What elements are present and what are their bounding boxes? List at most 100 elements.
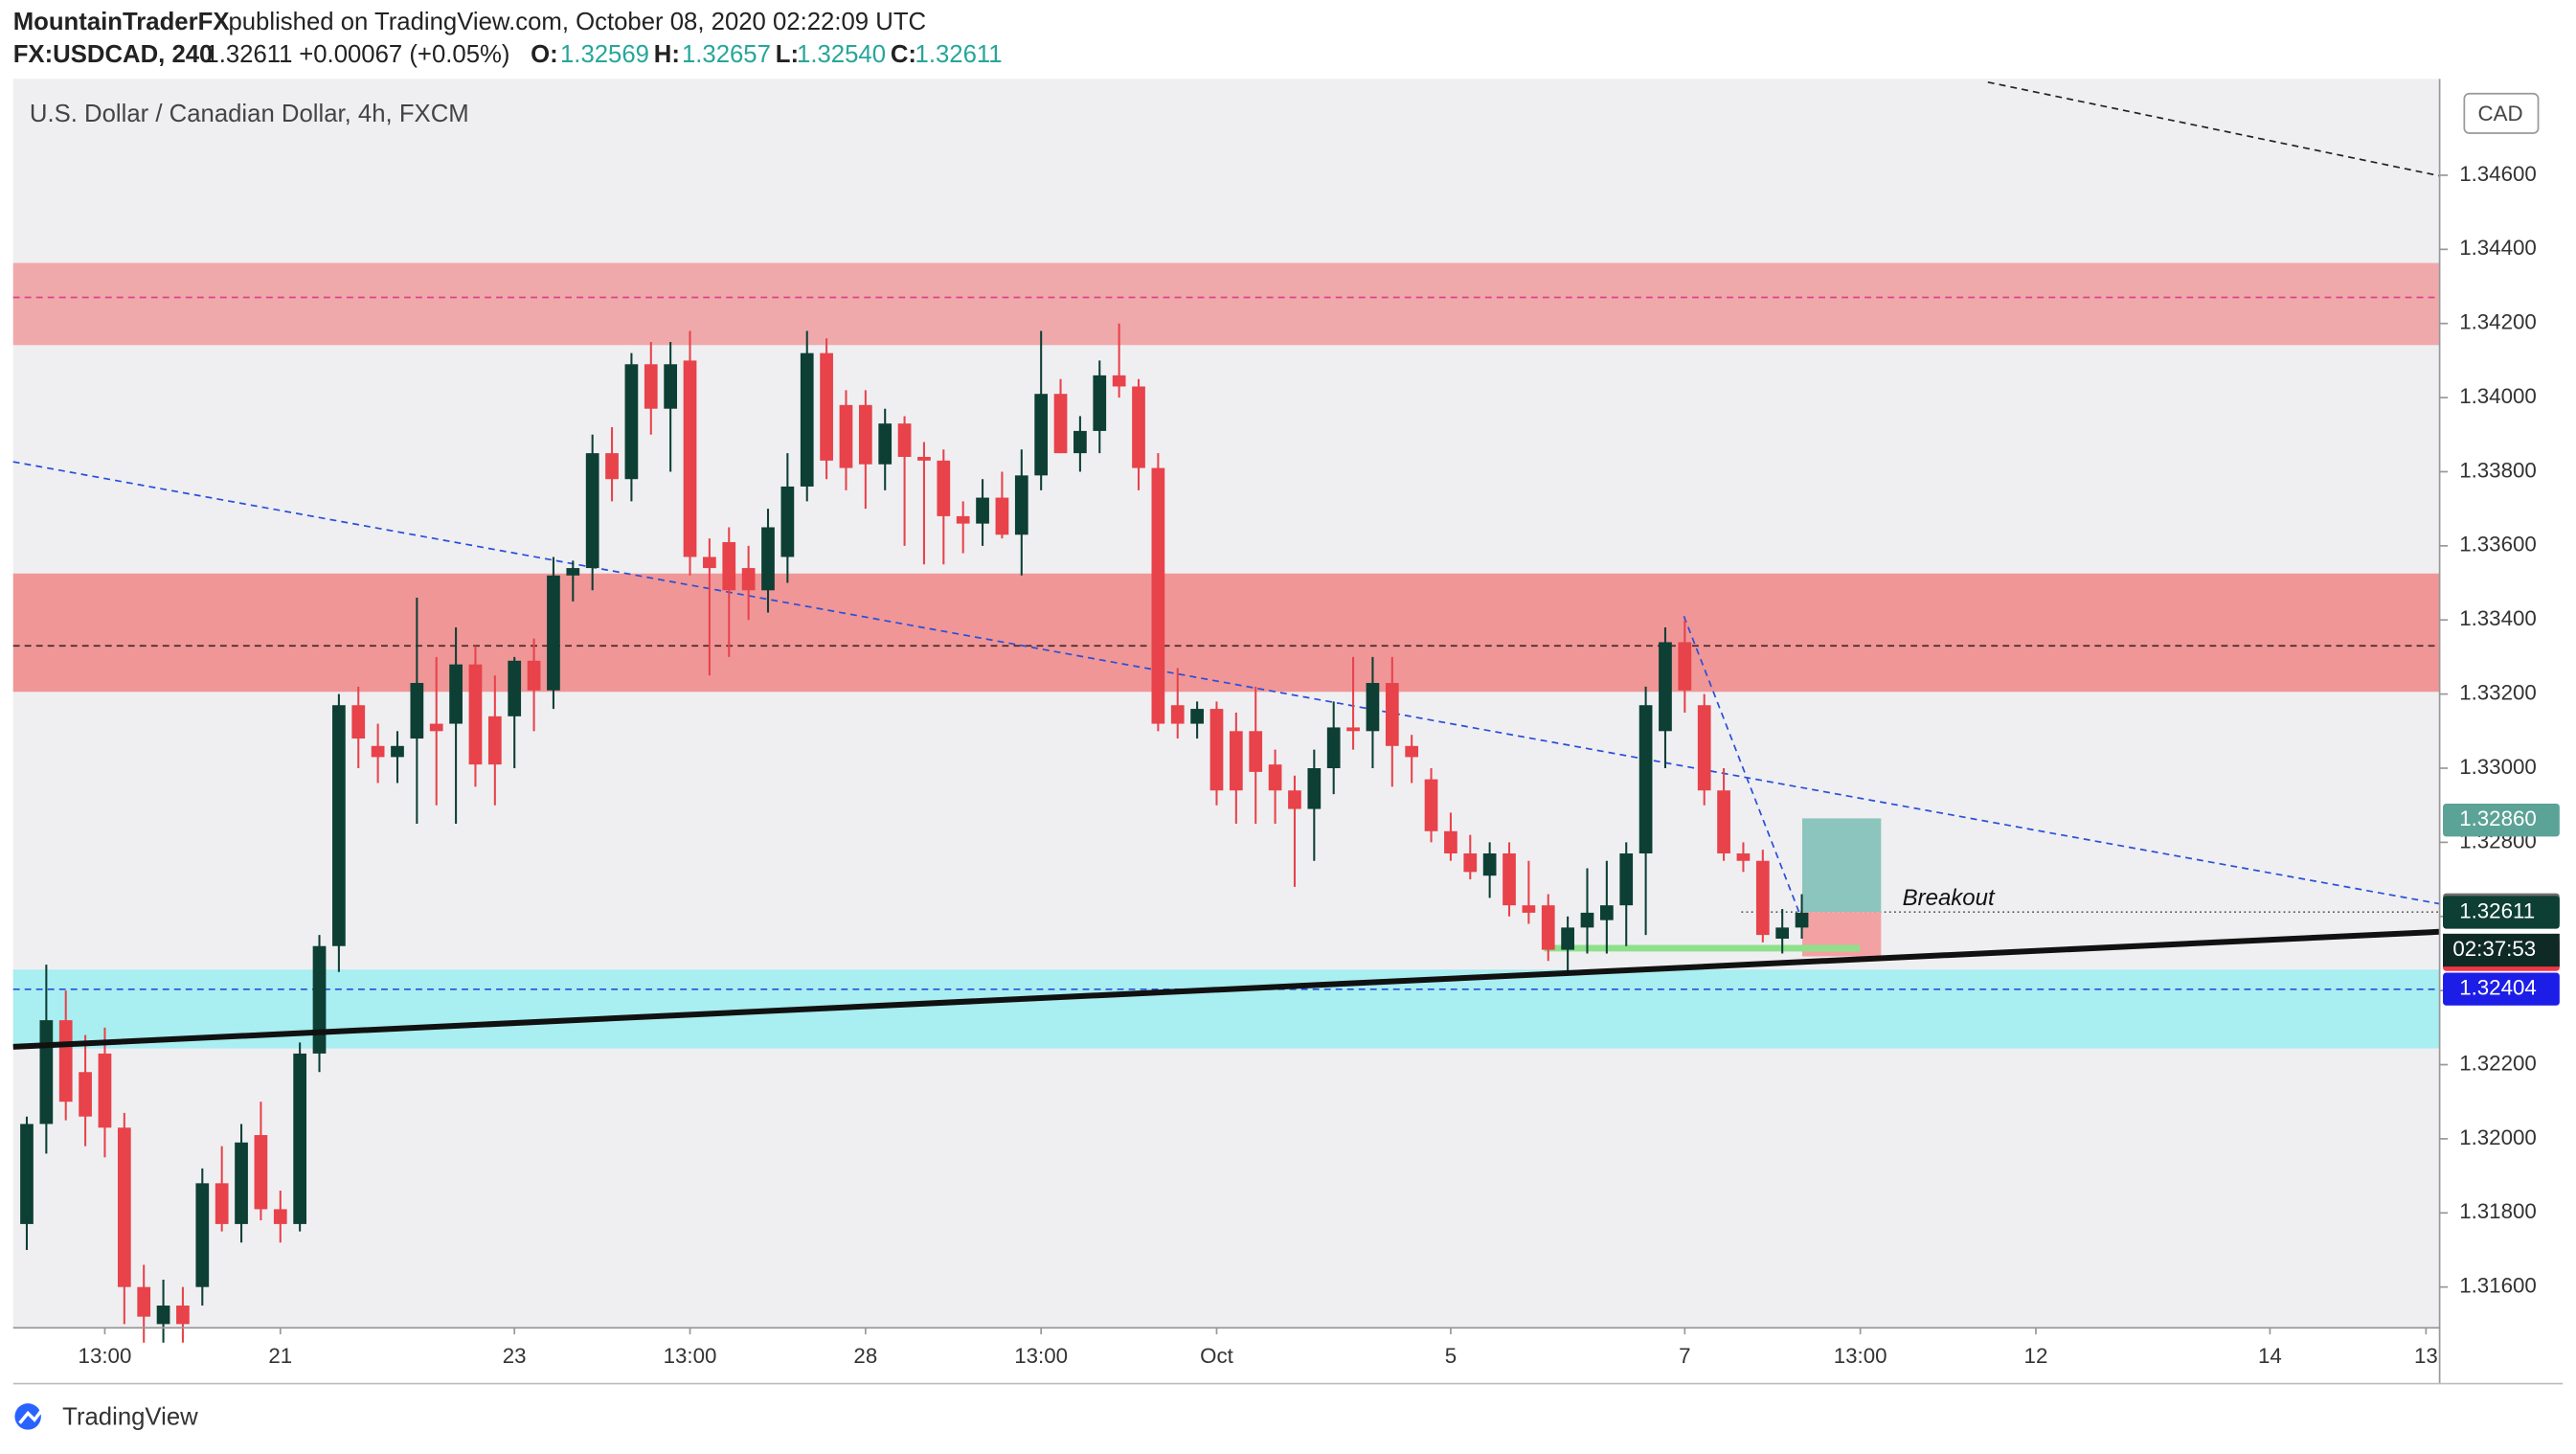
candle-body bbox=[1209, 709, 1224, 791]
candle-body bbox=[1053, 394, 1068, 454]
y-tick-label: 1.31800 bbox=[2459, 1199, 2537, 1223]
candle-body bbox=[137, 1286, 151, 1317]
candle-body bbox=[1444, 830, 1457, 853]
candle-body bbox=[429, 723, 443, 732]
candle-body bbox=[1034, 394, 1049, 476]
candle-body bbox=[1073, 430, 1087, 454]
candle-body bbox=[79, 1072, 92, 1117]
candle-body bbox=[371, 745, 385, 758]
candle-body bbox=[1638, 705, 1653, 853]
candle-body bbox=[235, 1142, 248, 1224]
candle-body bbox=[332, 705, 346, 946]
o-value: 1.32569 bbox=[560, 41, 649, 68]
trendline bbox=[12, 461, 2440, 905]
candle-body bbox=[1541, 905, 1555, 950]
candle-body bbox=[1755, 860, 1770, 936]
candle-body bbox=[312, 945, 327, 1054]
candle-body bbox=[98, 1053, 112, 1128]
candle-body bbox=[1599, 905, 1614, 920]
candle-body bbox=[1014, 475, 1028, 535]
l-label: L: bbox=[776, 41, 799, 68]
candle-body bbox=[176, 1306, 190, 1325]
candle-body bbox=[1268, 764, 1282, 791]
candle-body bbox=[741, 568, 756, 591]
x-tick-label: 23 bbox=[503, 1344, 527, 1368]
candle-body bbox=[1717, 790, 1730, 853]
candle-body bbox=[391, 745, 404, 758]
candle-body bbox=[273, 1209, 287, 1224]
candle-body bbox=[1132, 386, 1145, 468]
x-tick-label: 5 bbox=[1445, 1344, 1457, 1368]
y-tick-label: 1.31600 bbox=[2459, 1274, 2537, 1298]
candle-body bbox=[1288, 790, 1301, 809]
x-tick-label: Oct bbox=[1200, 1344, 1233, 1368]
x-tick-label: 13:00 bbox=[664, 1344, 717, 1368]
candle-body bbox=[1170, 705, 1185, 724]
y-tick-label: 1.32200 bbox=[2459, 1051, 2537, 1075]
candle-body bbox=[839, 404, 853, 468]
logo bbox=[14, 1403, 46, 1430]
trendline bbox=[1683, 616, 1803, 921]
currency: CAD bbox=[2478, 102, 2523, 125]
candle-body bbox=[780, 486, 795, 557]
candle-body bbox=[508, 660, 522, 716]
candle-body bbox=[195, 1183, 210, 1287]
resistance-zone bbox=[12, 262, 2440, 346]
candle-body bbox=[39, 1020, 54, 1125]
candle-body bbox=[1093, 375, 1107, 431]
candle-body bbox=[1619, 852, 1634, 906]
candle-body bbox=[1463, 852, 1478, 873]
candle-body bbox=[1249, 731, 1263, 772]
candle-body bbox=[1795, 912, 1809, 928]
candle-body bbox=[547, 575, 560, 691]
l-value: 1.32540 bbox=[797, 41, 886, 68]
y-tick-label: 1.33400 bbox=[2459, 606, 2537, 630]
currency-box bbox=[2463, 92, 2540, 134]
candle-body bbox=[1775, 927, 1790, 939]
candle-body bbox=[1229, 731, 1243, 791]
candle-body bbox=[449, 664, 463, 724]
support-trendline bbox=[12, 928, 2440, 1050]
x-tick-label: 28 bbox=[853, 1344, 877, 1368]
candle-body bbox=[215, 1183, 229, 1224]
price-tag bbox=[2443, 896, 2560, 929]
candle-body bbox=[1366, 683, 1380, 732]
o-label: O: bbox=[531, 41, 558, 68]
candle-body bbox=[20, 1124, 34, 1224]
candle-body bbox=[468, 664, 483, 765]
candle-body bbox=[1522, 905, 1536, 913]
candle-body bbox=[1385, 683, 1399, 746]
candle-body bbox=[956, 515, 970, 524]
candle-body bbox=[1190, 709, 1204, 724]
candle-body bbox=[1346, 727, 1360, 732]
change: +0.00067 (+0.05%) bbox=[299, 41, 509, 68]
candle-body bbox=[156, 1306, 170, 1325]
x-tick-label: 13 bbox=[2414, 1344, 2438, 1368]
candle-body bbox=[605, 453, 619, 480]
candle-body bbox=[1736, 852, 1751, 861]
published: published on TradingView.com, October 08… bbox=[228, 9, 926, 35]
candle-body bbox=[1424, 779, 1438, 831]
candle-body bbox=[1561, 927, 1574, 950]
y-tick-label: 1.34000 bbox=[2459, 384, 2537, 408]
price-tag-label: 1.32860 bbox=[2459, 807, 2537, 830]
candle-body bbox=[722, 541, 736, 591]
candle-body bbox=[117, 1127, 131, 1287]
price-tag-label: 1.32611 bbox=[2459, 898, 2535, 922]
x-tick-label: 13:00 bbox=[1014, 1344, 1068, 1368]
candle-body bbox=[1697, 705, 1711, 791]
candle-body bbox=[644, 364, 658, 409]
x-tick-label: 13:00 bbox=[1834, 1344, 1887, 1368]
candle-body bbox=[878, 423, 893, 465]
candle-body bbox=[897, 423, 912, 457]
price-tag-label: 1.32404 bbox=[2459, 975, 2537, 999]
y-tick-label: 1.34400 bbox=[2459, 236, 2537, 260]
candles bbox=[20, 323, 1809, 1343]
candle-body bbox=[937, 460, 951, 516]
candle-body bbox=[1307, 768, 1322, 809]
y-tick-label: 1.33200 bbox=[2459, 681, 2537, 705]
countdown: 02:37:53 bbox=[2452, 937, 2536, 961]
candle-body bbox=[703, 557, 716, 569]
candle-body bbox=[293, 1053, 307, 1224]
